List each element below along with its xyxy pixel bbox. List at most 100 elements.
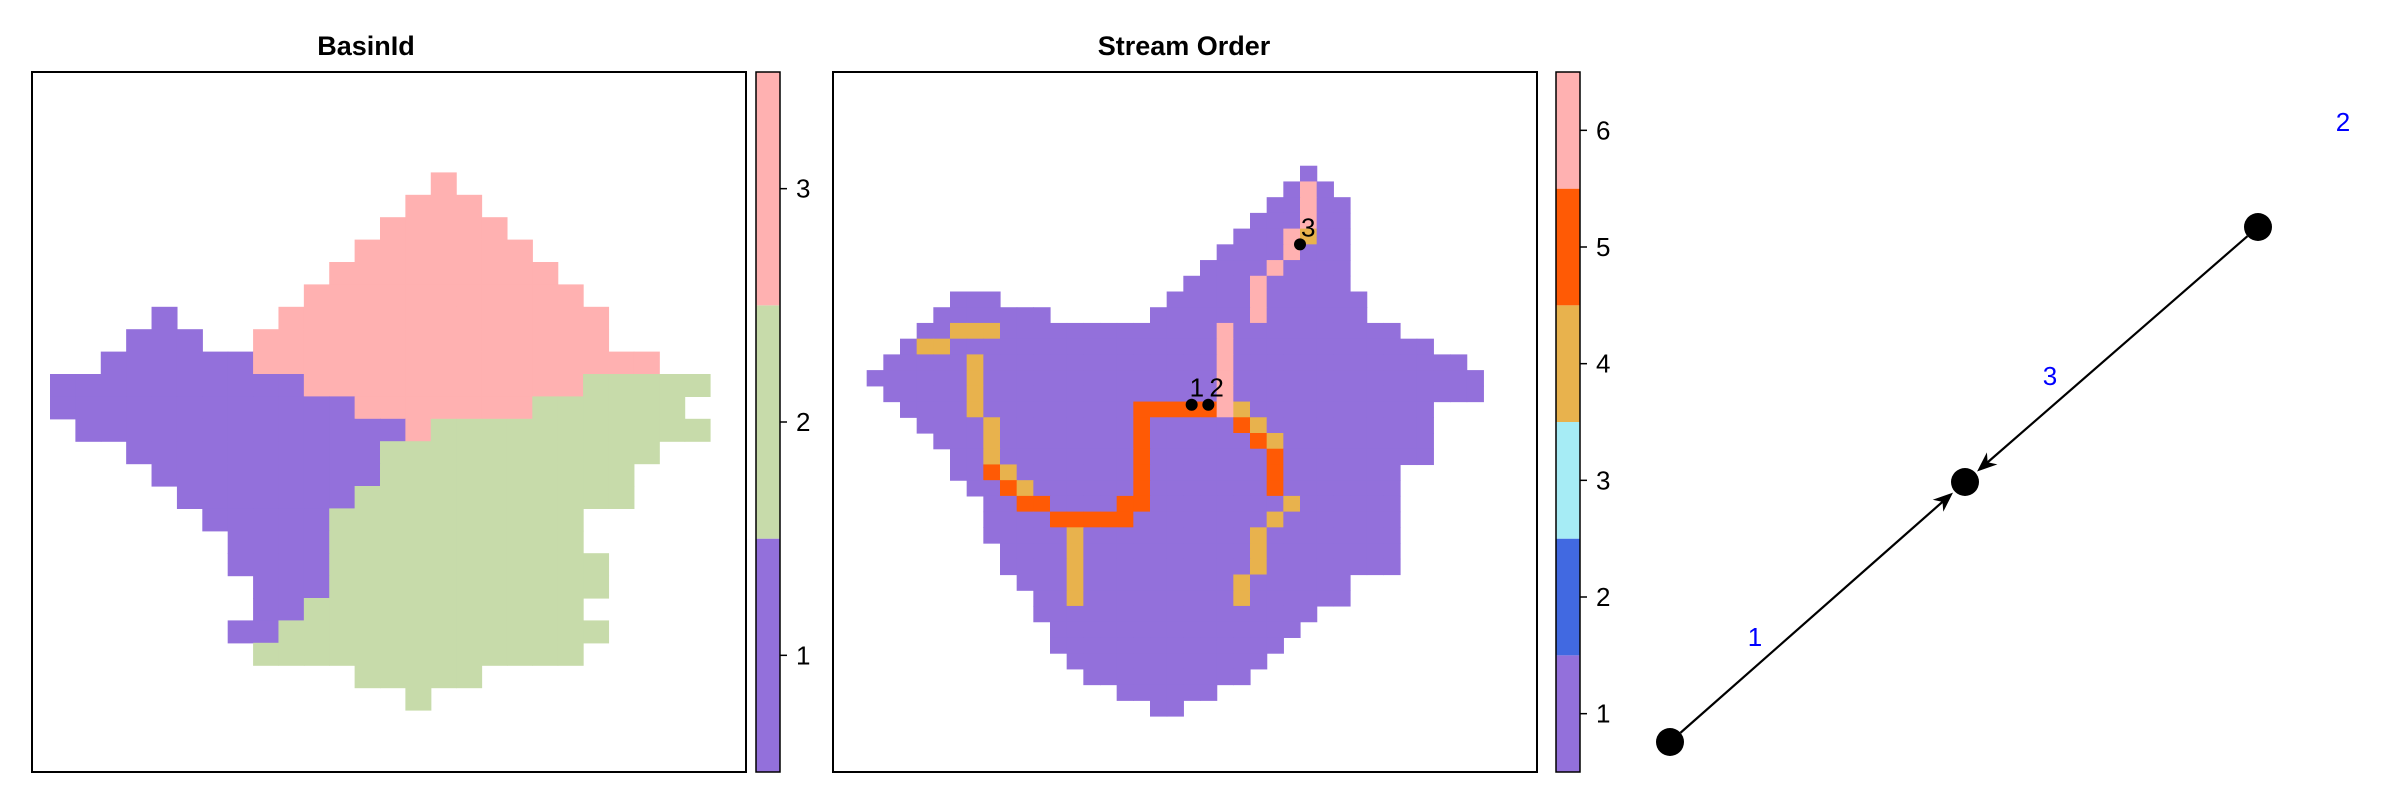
- basin-cell: [405, 530, 432, 554]
- order-cell: [983, 338, 1001, 355]
- order-cell: [1300, 385, 1318, 403]
- order-cell: [1166, 385, 1184, 403]
- basin-title: BasinId: [317, 31, 415, 61]
- order-cell: [1233, 480, 1251, 497]
- order-cell: [1233, 417, 1251, 434]
- order-cell: [1066, 621, 1084, 638]
- order-cell: [1000, 558, 1018, 576]
- order-cell: [1100, 401, 1118, 418]
- basin-cell: [126, 329, 153, 353]
- order-cell: [1100, 354, 1118, 371]
- order-cell: [1066, 448, 1084, 466]
- basin-cell: [253, 351, 280, 375]
- basin-cell: [608, 486, 635, 509]
- order-cell: [1233, 527, 1251, 544]
- basin-cell: [557, 508, 584, 532]
- order-cell: [1233, 574, 1251, 591]
- order-cell: [1216, 260, 1234, 277]
- basin-cell: [557, 530, 584, 554]
- order-colorbar-tick-label: 2: [1596, 582, 1610, 612]
- order-cell: [1183, 322, 1201, 340]
- order-cell: [1166, 653, 1184, 670]
- order-cell: [866, 370, 884, 387]
- basin-cell: [608, 351, 635, 375]
- basin-cell: [202, 508, 229, 532]
- basin-cell: [506, 598, 533, 621]
- basin-cell: [405, 508, 432, 532]
- basin-cell: [253, 553, 280, 577]
- order-cell: [1283, 275, 1301, 293]
- order-cell: [1183, 495, 1201, 513]
- order-cell: [1150, 543, 1168, 560]
- order-cell: [1216, 307, 1234, 324]
- order-cell: [1266, 480, 1284, 497]
- basin-cell: [456, 194, 483, 218]
- basin-cell: [380, 620, 406, 644]
- basin-cell: [506, 329, 533, 353]
- order-cell: [1083, 543, 1101, 560]
- order-cell: [1250, 464, 1268, 481]
- order-cell: [966, 307, 984, 324]
- basin-cell: [278, 530, 305, 554]
- order-cell: [1100, 653, 1118, 670]
- order-cell: [1066, 574, 1084, 591]
- order-cell: [1266, 291, 1284, 308]
- order-cell: [1183, 527, 1201, 544]
- order-cell: [1133, 574, 1151, 591]
- order-cell: [1033, 322, 1051, 340]
- order-cell: [1183, 417, 1201, 434]
- basin-cell: [380, 441, 406, 465]
- order-cell: [966, 401, 984, 418]
- order-cell: [1150, 574, 1168, 591]
- basin-cell: [608, 463, 635, 487]
- order-cell: [1300, 354, 1318, 371]
- order-cell: [1350, 543, 1368, 560]
- basin-cell: [354, 418, 381, 442]
- order-cell: [1133, 480, 1151, 497]
- order-cell: [1216, 605, 1234, 623]
- order-cell: [1333, 322, 1351, 340]
- basin-cell: [557, 553, 584, 577]
- basin-cell: [532, 486, 559, 509]
- outlet-point: [1294, 238, 1306, 251]
- basin-cell: [506, 351, 533, 375]
- basin-cell: [126, 374, 153, 397]
- order-cell: [1233, 370, 1251, 387]
- basin-cell: [126, 441, 153, 465]
- order-cell: [1183, 621, 1201, 638]
- graph-node: [1951, 468, 1979, 496]
- basin-cell: [633, 418, 660, 442]
- basin-cell: [557, 418, 584, 442]
- basin-cell: [354, 284, 381, 308]
- order-cell: [1133, 511, 1151, 528]
- order-cell: [1166, 590, 1184, 607]
- order-cell: [1150, 605, 1168, 623]
- order-cell: [933, 433, 951, 450]
- order-cell: [1116, 605, 1134, 623]
- basin-cell: [532, 351, 559, 375]
- order-cell: [1383, 417, 1401, 434]
- order-cell: [1016, 558, 1034, 576]
- order-cell: [983, 385, 1001, 403]
- order-cell: [1200, 668, 1218, 686]
- basin-cell: [354, 530, 381, 554]
- order-cell: [1283, 605, 1301, 623]
- basin-cell: [278, 441, 305, 465]
- order-cell: [1216, 417, 1234, 434]
- basin-cell: [405, 374, 432, 397]
- order-cell: [1383, 338, 1401, 355]
- basin-cell: [430, 351, 457, 375]
- basin-cell: [278, 306, 305, 330]
- order-cell: [1183, 684, 1201, 701]
- graph-label: 3: [2043, 361, 2057, 391]
- basin-cell: [430, 508, 457, 532]
- order-cell: [950, 322, 968, 340]
- order-cell: [1316, 385, 1334, 403]
- order-cell: [1050, 527, 1068, 544]
- basin-cell: [430, 463, 457, 487]
- basin-cell: [227, 620, 254, 644]
- basin-cell: [456, 508, 483, 532]
- basin-cell: [506, 306, 533, 330]
- order-cell: [1316, 590, 1334, 607]
- basin-cell: [583, 351, 610, 375]
